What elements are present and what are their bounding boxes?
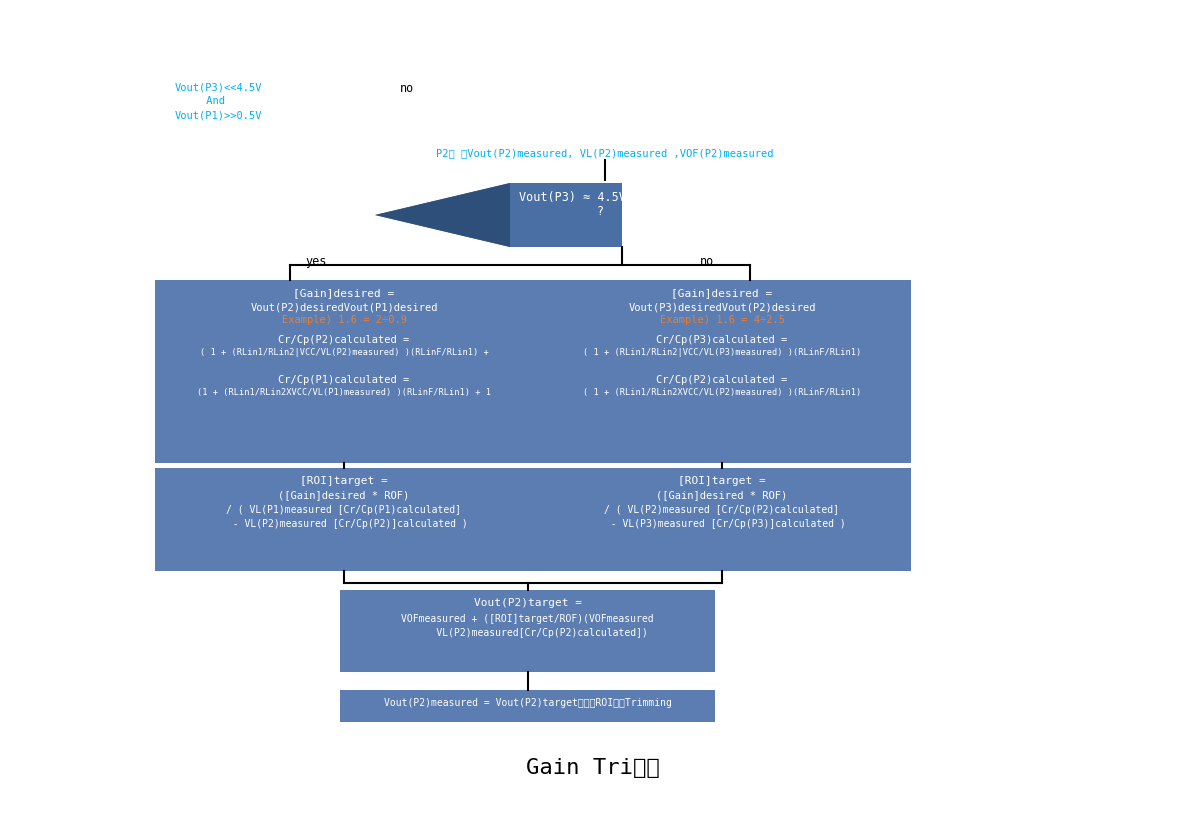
Polygon shape <box>375 183 621 247</box>
Text: Gain Tri밍로: Gain Tri밍로 <box>527 758 659 778</box>
Text: Cr/Cp(P3)calculated =: Cr/Cp(P3)calculated = <box>656 335 788 345</box>
Bar <box>533 280 911 463</box>
Text: - VL(P3)measured [Cr/Cp(P3)]calculated ): - VL(P3)measured [Cr/Cp(P3)]calculated ) <box>599 519 846 529</box>
Text: no: no <box>400 82 414 95</box>
Text: ?: ? <box>540 205 604 218</box>
Text: Vout(P1)>>0.5V: Vout(P1)>>0.5V <box>176 110 262 120</box>
Text: Example) 1.6 = 4÷2.5: Example) 1.6 = 4÷2.5 <box>659 315 784 325</box>
Text: VL(P2)measured[Cr/Cp(P2)calculated]): VL(P2)measured[Cr/Cp(P2)calculated]) <box>407 628 648 638</box>
Bar <box>155 468 533 571</box>
Text: Vout(P3) ≈ 4.5V: Vout(P3) ≈ 4.5V <box>518 191 625 204</box>
Text: Vout(P2)measured = Vout(P2)target달성시ROI저항Trimming: Vout(P2)measured = Vout(P2)target달성시ROI저… <box>383 698 671 708</box>
Text: [Gain]desired =: [Gain]desired = <box>293 288 395 298</box>
Text: ( 1 + (RLin1/RLin2|VCC/VL(P3)measured) )(RLinF/RLin1): ( 1 + (RLin1/RLin2|VCC/VL(P3)measured) )… <box>582 348 861 357</box>
Text: ([Gain]desired * ROF): ([Gain]desired * ROF) <box>656 490 788 500</box>
Polygon shape <box>375 183 510 247</box>
Bar <box>340 590 715 672</box>
Text: Example) 1.6 = 2÷0.9: Example) 1.6 = 2÷0.9 <box>281 315 407 325</box>
Text: Vout(P2)target =: Vout(P2)target = <box>473 598 581 608</box>
Text: Cr/Cp(P1)calculated =: Cr/Cp(P1)calculated = <box>279 375 409 385</box>
Text: no: no <box>700 255 714 268</box>
Text: ( 1 + (RLin1/RLin2|VCC/VL(P2)measured) )(RLinF/RLin1) +: ( 1 + (RLin1/RLin2|VCC/VL(P2)measured) )… <box>199 348 489 357</box>
Bar <box>533 468 911 571</box>
Text: [ROI]target =: [ROI]target = <box>300 476 388 486</box>
Text: Cr/Cp(P2)calculated =: Cr/Cp(P2)calculated = <box>656 375 788 385</box>
Text: And: And <box>176 96 225 106</box>
Text: ([Gain]desired * ROF): ([Gain]desired * ROF) <box>279 490 409 500</box>
Text: Vout(P3)<<4.5V: Vout(P3)<<4.5V <box>176 82 262 92</box>
Text: yes: yes <box>305 255 326 268</box>
Text: P2에 서Vout(P2)measured, VL(P2)measured ,VOF(P2)measured: P2에 서Vout(P2)measured, VL(P2)measured ,V… <box>436 148 773 158</box>
Text: (1 + (RLin1/RLin2XVCC/VL(P1)measured) )(RLinF/RLin1) + 1: (1 + (RLin1/RLin2XVCC/VL(P1)measured) )(… <box>197 388 491 397</box>
Text: / ( VL(P2)measured [Cr/Cp(P2)calculated]: / ( VL(P2)measured [Cr/Cp(P2)calculated] <box>605 505 840 515</box>
Text: / ( VL(P1)measured [Cr/Cp(P1)calculated]: / ( VL(P1)measured [Cr/Cp(P1)calculated] <box>227 505 461 515</box>
Text: VOFmeasured + ([ROI]target/ROF)(VOFmeasured: VOFmeasured + ([ROI]target/ROF)(VOFmeasu… <box>401 614 653 624</box>
Text: [ROI]target =: [ROI]target = <box>678 476 766 486</box>
Text: ( 1 + (RLin1/RLin2XVCC/VL(P2)measured) )(RLinF/RLin1): ( 1 + (RLin1/RLin2XVCC/VL(P2)measured) )… <box>582 388 861 397</box>
Text: [Gain]desired =: [Gain]desired = <box>671 288 772 298</box>
Bar <box>155 280 533 463</box>
Text: Vout(P3)desiredVout(P2)desired: Vout(P3)desiredVout(P2)desired <box>629 302 816 312</box>
Bar <box>340 690 715 722</box>
Text: Cr/Cp(P2)calculated =: Cr/Cp(P2)calculated = <box>279 335 409 345</box>
Text: Vout(P2)desiredVout(P1)desired: Vout(P2)desiredVout(P1)desired <box>250 302 438 312</box>
Text: - VL(P2)measured [Cr/Cp(P2)]calculated ): - VL(P2)measured [Cr/Cp(P2)]calculated ) <box>221 519 467 529</box>
